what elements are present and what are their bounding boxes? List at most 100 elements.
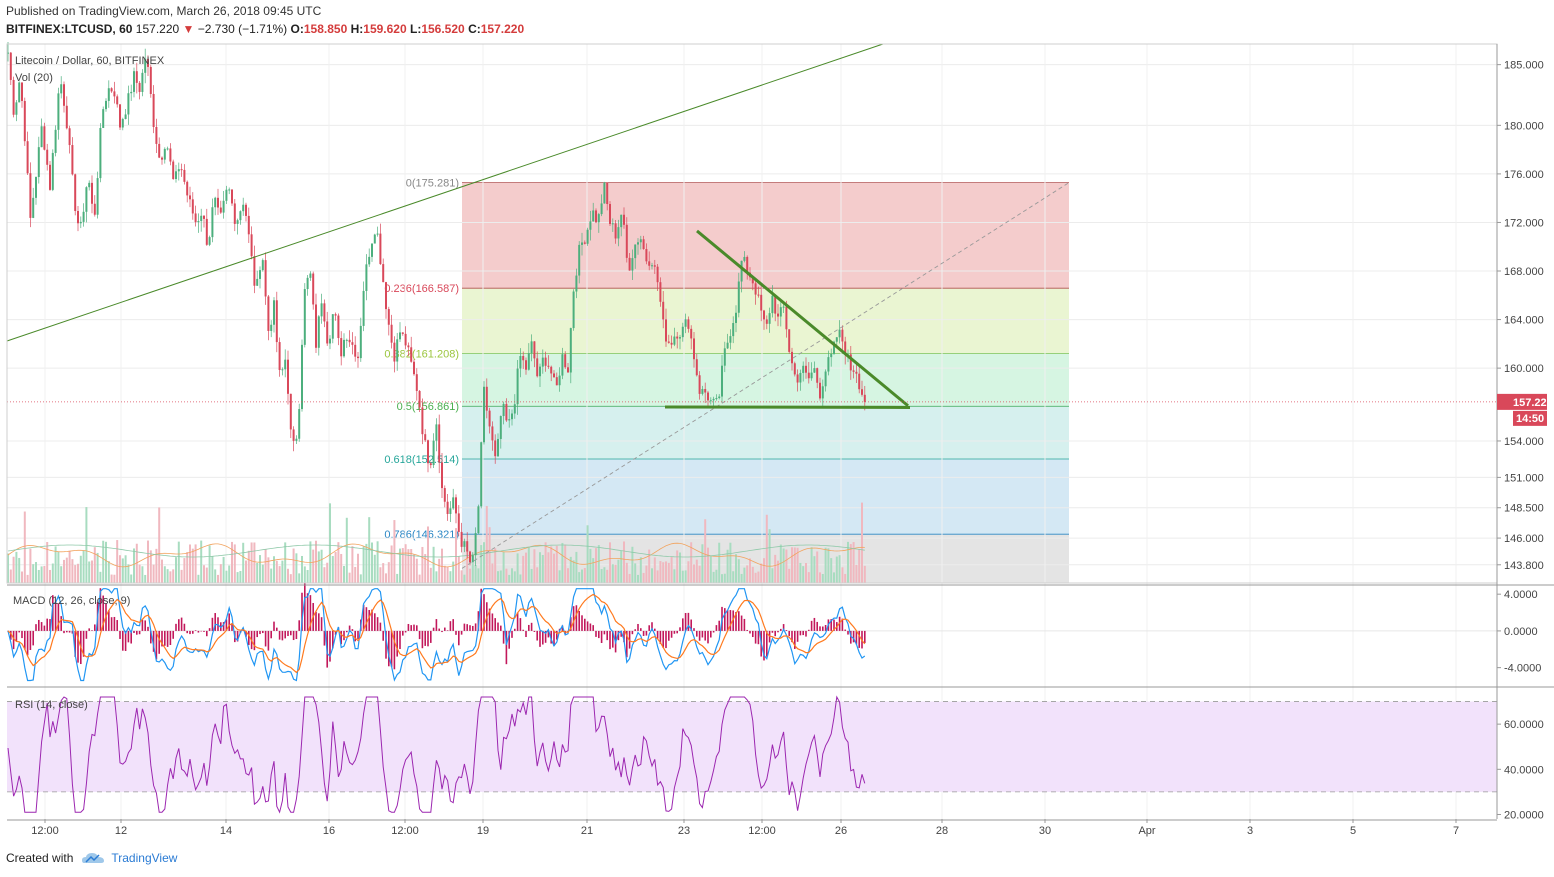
candle-body — [116, 96, 119, 105]
candle-body — [197, 221, 200, 223]
volume-bar — [410, 549, 413, 583]
volume-bar — [329, 503, 331, 583]
candle-body — [625, 224, 628, 258]
price-tick-label: 154.000 — [1504, 436, 1544, 448]
volume-bar — [525, 552, 527, 583]
candle-body — [614, 223, 617, 239]
volume-bar — [578, 572, 581, 583]
candle-body — [275, 300, 278, 343]
macd-histogram-bar — [830, 619, 832, 631]
volume-bar — [35, 562, 37, 583]
volume-bar — [18, 557, 21, 583]
macd-histogram-bar — [449, 621, 452, 631]
macd-histogram-bar — [844, 629, 846, 631]
volume-bar — [387, 562, 390, 583]
macd-histogram-bar — [407, 623, 410, 631]
candle-body — [704, 389, 707, 393]
macd-histogram-bar — [284, 630, 286, 639]
candle-body — [519, 355, 522, 369]
macd-histogram-bar — [603, 630, 606, 635]
macd-histogram-bar — [444, 627, 446, 631]
volume-bar — [595, 548, 597, 583]
candle-body — [488, 410, 491, 427]
candle-body — [631, 258, 634, 271]
macd-histogram-bar — [253, 630, 256, 651]
candle-body — [544, 357, 547, 366]
volume-bar — [281, 560, 284, 583]
macd-tick-label: 0.0000 — [1504, 626, 1538, 638]
macd-histogram-bar — [438, 628, 440, 631]
macd-histogram-bar — [396, 630, 398, 657]
candle-body — [499, 416, 502, 439]
candle-body — [77, 210, 79, 224]
macd-histogram-bar — [15, 630, 18, 642]
macd-histogram-bar — [687, 612, 690, 631]
macd-histogram-bar — [561, 625, 564, 631]
price-tick-label: 185.000 — [1504, 60, 1544, 72]
tradingview-brand[interactable]: TradingView — [111, 851, 178, 865]
candle-body — [242, 204, 245, 212]
volume-bar — [732, 571, 735, 583]
macd-histogram-bar — [91, 630, 93, 631]
macd-histogram-bar — [52, 595, 54, 631]
macd-histogram-bar — [696, 630, 698, 637]
macd-histogram-bar — [816, 621, 818, 631]
macd-histogram-bar — [379, 622, 382, 631]
volume-bar — [513, 571, 516, 583]
volume-bar — [628, 573, 631, 583]
macd-histogram-bar — [186, 630, 188, 634]
macd-histogram-bar — [640, 628, 642, 631]
candle-body — [833, 341, 835, 354]
rsi-tick-label: 40.0000 — [1504, 764, 1544, 776]
candle-body — [348, 339, 351, 343]
candle-body — [774, 295, 777, 314]
candle-body — [152, 93, 155, 127]
macd-histogram-bar — [469, 625, 471, 631]
volume-bar — [99, 571, 102, 583]
volume-bar — [631, 546, 634, 583]
open-value: 158.850 — [303, 22, 348, 36]
volume-bar — [163, 566, 166, 583]
candle-body — [667, 341, 670, 343]
time-tick-label: 14 — [220, 825, 232, 837]
macd-histogram-bar — [690, 619, 692, 631]
macd-histogram-bar — [536, 630, 538, 641]
volume-bar — [707, 547, 709, 583]
candle-body — [74, 174, 77, 211]
volume-bar — [796, 547, 799, 583]
price-tick-label: 168.000 — [1504, 266, 1544, 278]
volume-bar — [457, 556, 460, 583]
macd-histogram-bar — [189, 630, 191, 635]
candle-body — [813, 368, 816, 373]
candle-body — [827, 357, 830, 372]
volume-bar — [317, 551, 320, 583]
volume-bar — [855, 564, 858, 583]
macd-histogram-bar — [404, 630, 407, 633]
volume-bar — [821, 573, 824, 583]
down-arrow-icon: ▼ — [182, 22, 195, 36]
candle-body — [191, 199, 194, 214]
volume-bar — [365, 543, 368, 583]
macd-histogram-bar — [295, 630, 298, 640]
volume-bar — [634, 563, 637, 583]
macd-histogram-bar — [819, 626, 821, 631]
volume-bar — [676, 550, 679, 583]
symbol-line: BITFINEX:LTCUSD, 60 157.220 ▼ −2.730 (−1… — [6, 22, 524, 36]
volume-bar — [765, 514, 768, 583]
candle-body — [91, 182, 93, 204]
volume-bar — [653, 557, 656, 583]
volume-bar — [527, 546, 530, 583]
macd-histogram-bar — [480, 588, 482, 631]
fib-label-0.786: 0.786(146.321) — [384, 529, 459, 541]
macd-histogram-bar — [351, 629, 354, 631]
volume-bar — [774, 554, 777, 583]
macd-histogram-bar — [634, 629, 636, 631]
candle-body — [15, 102, 18, 115]
candle-body — [413, 361, 415, 375]
price-tick-label: 160.000 — [1504, 363, 1544, 375]
volume-bar — [348, 572, 351, 583]
candle-body — [295, 438, 298, 441]
published-line: Published on TradingView.com, March 26, … — [6, 4, 322, 18]
volume-bar — [401, 548, 404, 583]
